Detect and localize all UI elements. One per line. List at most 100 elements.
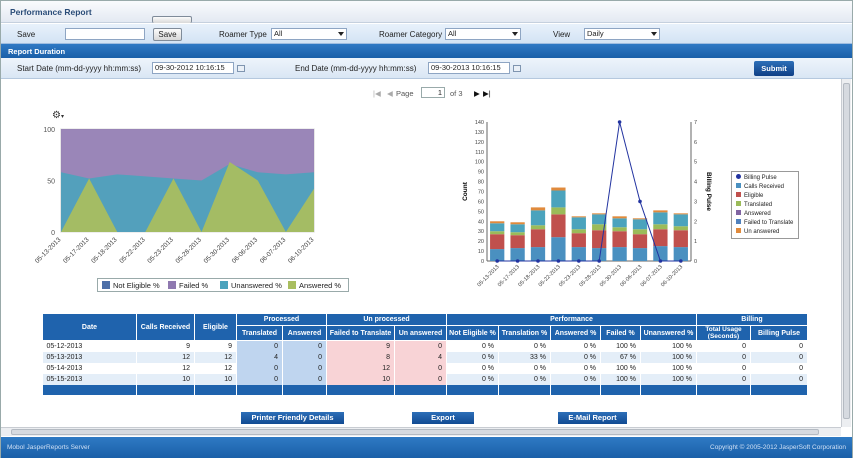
gear-icon[interactable]: ⚙▾ bbox=[52, 110, 64, 121]
header-un-answered: Un answered bbox=[394, 325, 447, 341]
table-cell: 10 bbox=[136, 373, 195, 385]
bar-eligible bbox=[673, 247, 688, 261]
submit-button[interactable]: Submit bbox=[754, 61, 794, 76]
page-input[interactable]: 1 bbox=[421, 87, 445, 98]
table-cell: 0 % bbox=[498, 373, 551, 385]
table-cell: 0 bbox=[750, 373, 808, 385]
billing-pulse-line bbox=[497, 121, 681, 262]
bar-un-answered bbox=[510, 222, 525, 225]
save-button[interactable]: Save bbox=[153, 28, 182, 41]
x-tick-label: 05-30-2013 bbox=[203, 236, 232, 265]
bar-translated bbox=[632, 229, 648, 235]
y-tick-label: 50 bbox=[478, 209, 484, 215]
table-cell: 0 bbox=[750, 340, 808, 352]
table-cell: 100 % bbox=[640, 340, 697, 352]
y2-tick-label: 7 bbox=[694, 120, 697, 126]
next-page-icon[interactable]: ▶ bbox=[474, 89, 480, 98]
prev-page-icon[interactable]: ◀ bbox=[387, 89, 393, 98]
header-eligible: Eligible bbox=[194, 313, 237, 341]
table-cell: 100 % bbox=[640, 362, 697, 374]
horizontal-scroll-thumb[interactable] bbox=[11, 429, 819, 435]
billing-pulse-point bbox=[638, 199, 642, 204]
billing-pulse-point bbox=[515, 259, 520, 263]
printer-friendly-button[interactable]: Printer Friendly Details bbox=[241, 412, 344, 424]
status-bar: Mobol JasperReports Server Copyright © 2… bbox=[1, 437, 852, 458]
table-cell: 05-15-2013 bbox=[42, 373, 137, 385]
header-failed-pct: Failed % bbox=[600, 325, 641, 341]
bar-calls-received bbox=[510, 235, 525, 249]
vertical-scroll-thumb[interactable] bbox=[843, 83, 850, 419]
legend-item-translated: Translated bbox=[736, 201, 772, 208]
bar-eligible bbox=[530, 247, 546, 261]
table-cell: 0 bbox=[394, 373, 447, 385]
bar-failed-to-translate bbox=[490, 223, 505, 232]
x-tick-label: 05-18-2013 bbox=[90, 236, 119, 265]
title-bar: Performance Report bbox=[1, 1, 852, 23]
chevron-down-icon bbox=[338, 32, 344, 36]
x-tick-label: 05-22-2013 bbox=[118, 236, 147, 265]
table-cell: 0 bbox=[236, 362, 283, 374]
y-tick-label: 0 bbox=[51, 230, 55, 237]
table-cell: 9 bbox=[326, 340, 395, 352]
header-billing-pulse: Billing Pulse bbox=[750, 325, 808, 341]
y-tick-label: 0 bbox=[481, 259, 484, 265]
header-billing: Billing bbox=[696, 313, 808, 326]
bar-calls-received bbox=[612, 231, 627, 248]
calendar-icon[interactable] bbox=[237, 65, 245, 72]
first-page-icon[interactable]: |◀ bbox=[373, 89, 381, 98]
table-row: 05-14-2013 12 12 0 0 12 0 0 % 0 % 0 % 100 % 100 % 0 0 bbox=[42, 362, 808, 374]
y2-tick-label: 3 bbox=[694, 199, 697, 205]
start-date-input[interactable]: 09-30-2012 10:16:15 bbox=[152, 62, 234, 74]
header-calls-received: Calls Received bbox=[136, 313, 195, 341]
view-select[interactable]: Daily bbox=[584, 28, 660, 40]
header-translation-pct: Translation % bbox=[498, 325, 551, 341]
table-cell: 0 % bbox=[550, 351, 601, 363]
export-button[interactable]: Export bbox=[412, 412, 474, 424]
bar-failed-to-translate bbox=[571, 217, 586, 230]
table-row: 05-12-2013 9 9 0 0 9 0 0 % 0 % 0 % 100 % 100 % 0 0 bbox=[42, 340, 808, 352]
y-tick-label: 100 bbox=[43, 127, 55, 134]
legend-item-failed: Failed % bbox=[168, 281, 208, 290]
report-duration-bar: Report Duration bbox=[1, 44, 852, 58]
table-cell: 05-14-2013 bbox=[42, 362, 137, 374]
table-cell: 0 bbox=[394, 362, 447, 374]
table-cell: 0 bbox=[282, 351, 327, 363]
roamer-type-value: All bbox=[274, 29, 283, 38]
bar-failed-to-translate bbox=[551, 190, 566, 208]
roamer-type-select[interactable]: All bbox=[271, 28, 347, 40]
table-cell: 100 % bbox=[600, 373, 641, 385]
last-page-icon[interactable]: ▶| bbox=[483, 89, 491, 98]
legend-item-answered: Answered bbox=[736, 210, 771, 217]
table-cell: 0 bbox=[236, 340, 283, 352]
vertical-scrollbar[interactable] bbox=[841, 79, 851, 427]
calendar-icon[interactable] bbox=[513, 65, 521, 72]
horizontal-scrollbar[interactable] bbox=[1, 427, 841, 436]
billing-pulse-point bbox=[597, 259, 601, 263]
header-not-eligible-pct: Not Eligible % bbox=[446, 325, 499, 341]
status-right: Copyright © 2005-2012 JasperSoft Corpora… bbox=[710, 444, 846, 451]
bar-eligible bbox=[612, 247, 627, 261]
roamer-category-select[interactable]: All bbox=[445, 28, 521, 40]
end-date-input[interactable]: 09-30-2013 10:16:15 bbox=[428, 62, 510, 74]
bar-eligible bbox=[510, 248, 525, 261]
billing-pulse-point bbox=[577, 259, 581, 263]
chevron-down-icon bbox=[651, 32, 657, 36]
x-tick-label: 06-10-2013 bbox=[287, 236, 316, 265]
bar-calls-received bbox=[530, 229, 546, 248]
table-cell: 0 bbox=[696, 362, 751, 374]
x-tick-label: 05-13-2013 bbox=[34, 236, 63, 265]
email-report-button[interactable]: E-Mail Report bbox=[558, 412, 627, 424]
y-tick-label: 140 bbox=[475, 120, 484, 126]
bar-un-answered bbox=[653, 210, 668, 213]
table-cell: 0 bbox=[282, 340, 327, 352]
update-button-top[interactable] bbox=[152, 16, 192, 23]
y-tick-label: 110 bbox=[475, 150, 484, 156]
view-value: Daily bbox=[587, 29, 604, 38]
x-tick-label: 06-07-2013 bbox=[259, 236, 288, 265]
table-cell: 05-13-2013 bbox=[42, 351, 137, 363]
save-input[interactable] bbox=[65, 28, 145, 40]
table-cell: 9 bbox=[136, 340, 195, 352]
header-performance: Performance bbox=[446, 313, 697, 326]
table-cell: 0 % bbox=[446, 362, 499, 374]
